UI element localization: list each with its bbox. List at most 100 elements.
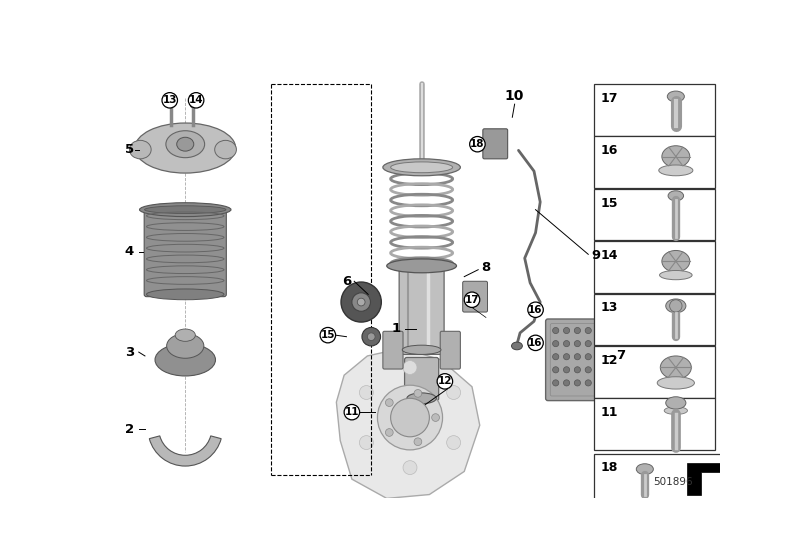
Circle shape (390, 398, 430, 437)
Ellipse shape (177, 137, 194, 151)
Circle shape (563, 367, 570, 373)
Ellipse shape (403, 461, 417, 474)
Circle shape (553, 380, 559, 386)
Text: 14: 14 (189, 95, 203, 105)
Circle shape (585, 380, 591, 386)
Ellipse shape (352, 293, 370, 311)
Text: 18: 18 (470, 139, 485, 149)
Bar (594, 454, 800, 500)
Ellipse shape (359, 436, 374, 450)
Ellipse shape (658, 377, 694, 389)
Ellipse shape (658, 165, 693, 176)
Text: 10: 10 (505, 90, 524, 104)
Ellipse shape (367, 333, 375, 340)
Text: 1: 1 (391, 323, 401, 335)
Text: 17: 17 (465, 295, 479, 305)
Circle shape (386, 428, 393, 436)
Circle shape (437, 374, 453, 389)
Circle shape (344, 404, 360, 420)
Text: 15: 15 (321, 330, 335, 340)
Ellipse shape (386, 259, 457, 273)
Ellipse shape (169, 104, 174, 108)
Text: 3: 3 (125, 346, 134, 358)
Circle shape (553, 353, 559, 360)
Ellipse shape (662, 146, 690, 167)
FancyBboxPatch shape (399, 264, 444, 354)
Text: 12: 12 (438, 376, 452, 386)
Bar (594, 84, 714, 136)
FancyBboxPatch shape (483, 129, 508, 159)
Text: 16: 16 (528, 305, 542, 315)
Ellipse shape (511, 342, 522, 350)
Text: 12: 12 (601, 354, 618, 367)
Text: 14: 14 (601, 249, 618, 262)
Ellipse shape (145, 206, 226, 213)
Text: 11: 11 (345, 407, 359, 417)
Text: 6: 6 (342, 275, 351, 288)
Ellipse shape (666, 396, 686, 409)
Ellipse shape (660, 356, 691, 379)
Circle shape (528, 302, 543, 318)
Text: 11: 11 (601, 406, 618, 419)
Bar (594, 398, 714, 450)
Circle shape (464, 292, 480, 307)
Ellipse shape (146, 289, 224, 300)
Polygon shape (687, 463, 750, 495)
Circle shape (528, 335, 543, 351)
Circle shape (378, 385, 442, 450)
Circle shape (414, 438, 422, 446)
Text: 15: 15 (601, 197, 618, 209)
Text: 13: 13 (601, 301, 618, 314)
FancyBboxPatch shape (383, 332, 403, 369)
Circle shape (563, 380, 570, 386)
Ellipse shape (666, 299, 686, 313)
Circle shape (574, 353, 581, 360)
Ellipse shape (402, 345, 441, 354)
Ellipse shape (139, 203, 231, 217)
Circle shape (553, 328, 559, 334)
Circle shape (162, 92, 178, 108)
Circle shape (553, 367, 559, 373)
FancyBboxPatch shape (440, 332, 460, 369)
Text: 17: 17 (601, 92, 618, 105)
Text: 8: 8 (482, 261, 490, 274)
Circle shape (553, 340, 559, 347)
FancyBboxPatch shape (405, 357, 438, 400)
Ellipse shape (362, 328, 381, 346)
Text: 501896: 501896 (654, 477, 694, 487)
Ellipse shape (214, 141, 237, 159)
Circle shape (585, 340, 591, 347)
Circle shape (320, 328, 336, 343)
Ellipse shape (358, 298, 365, 306)
Polygon shape (336, 348, 480, 498)
Circle shape (432, 414, 439, 421)
Circle shape (574, 380, 581, 386)
Ellipse shape (166, 334, 204, 358)
Ellipse shape (190, 104, 196, 108)
Circle shape (188, 92, 204, 108)
Circle shape (470, 137, 485, 152)
Text: 4: 4 (125, 245, 134, 259)
Text: 13: 13 (162, 95, 177, 105)
Ellipse shape (403, 361, 417, 375)
Ellipse shape (668, 191, 683, 201)
FancyBboxPatch shape (462, 281, 487, 312)
Ellipse shape (359, 386, 374, 399)
Ellipse shape (175, 329, 195, 341)
Circle shape (563, 328, 570, 334)
Circle shape (574, 367, 581, 373)
Circle shape (585, 367, 591, 373)
Ellipse shape (130, 141, 151, 159)
Circle shape (585, 353, 591, 360)
Circle shape (563, 353, 570, 360)
Ellipse shape (664, 407, 687, 414)
FancyBboxPatch shape (144, 207, 226, 297)
Ellipse shape (135, 123, 236, 173)
Bar (594, 241, 714, 293)
Ellipse shape (446, 436, 461, 450)
Ellipse shape (341, 282, 382, 322)
Text: 9: 9 (591, 249, 601, 262)
Circle shape (386, 399, 393, 407)
Ellipse shape (166, 130, 205, 158)
Ellipse shape (667, 91, 684, 102)
